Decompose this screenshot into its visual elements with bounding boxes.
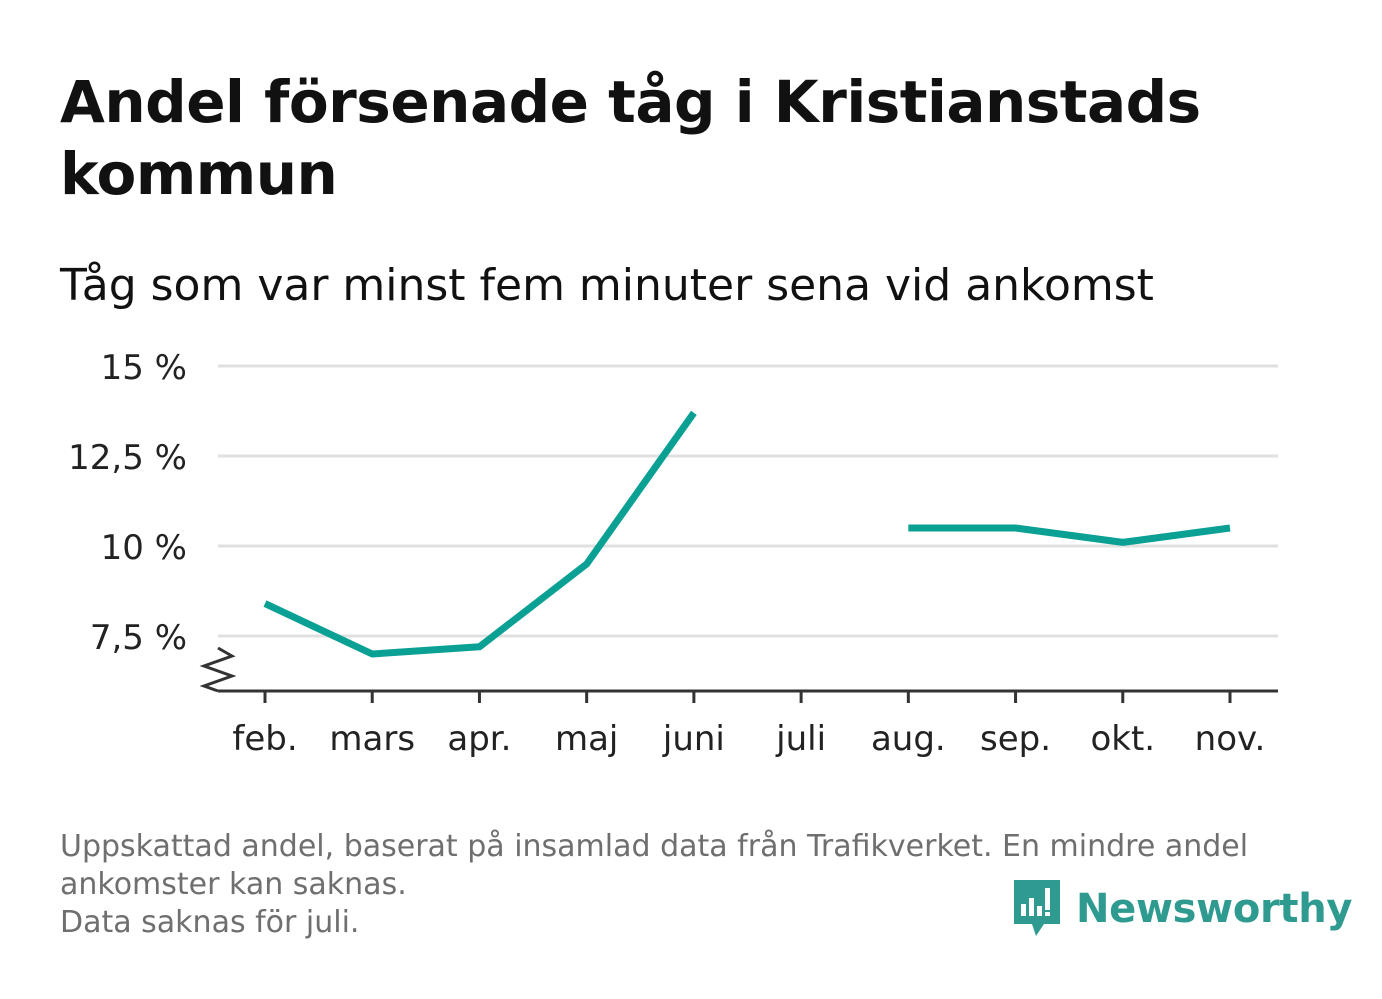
x-tick-label: sep. [980, 719, 1051, 759]
series-line [908, 524, 1231, 546]
series-lines [263, 410, 1231, 658]
brand-name: Newsworthy [1076, 886, 1353, 932]
x-tick-label: aug. [871, 719, 946, 759]
x-tick-label: juni [662, 719, 725, 759]
x-tick-label: mars [329, 719, 415, 759]
axis-break-icon [199, 646, 237, 693]
x-tick-label: apr. [447, 719, 511, 759]
y-tick-label: 12,5 % [68, 438, 187, 478]
y-tick-label: 7,5 % [90, 618, 187, 658]
footer-note-line: Uppskattad andel, baserat på insamlad da… [60, 829, 1249, 864]
x-tick-label: maj [555, 719, 618, 759]
chart-subtitle: Tåg som var minst fem minuter sena vid a… [60, 260, 1154, 311]
chart-title: Andel försenade tåg i Kristianstads komm… [60, 68, 1201, 208]
footer-note-line: Data saknas för juli. [60, 905, 360, 940]
gridlines [218, 364, 1278, 638]
newsworthy-logo-icon [1014, 880, 1060, 936]
y-axis-ticks: 7,5 % 10 % 12,5 % 15 % [68, 348, 187, 658]
x-tick-label: okt. [1090, 719, 1155, 759]
x-axis: feb. mars apr. maj juni juli aug. sep. okt. nov. [199, 646, 1278, 759]
y-tick-label: 15 % [101, 348, 187, 388]
footer-note: Uppskattad andel, baserat på insamlad da… [60, 828, 1310, 942]
series-line [263, 410, 697, 658]
brand-logo: Newsworthy [1012, 877, 1353, 941]
y-tick-label: 10 % [101, 528, 187, 568]
line-chart: 7,5 % 10 % 12,5 % 15 % feb. mars apr. maj juni j… [68, 348, 1278, 759]
x-tick-label: nov. [1195, 719, 1266, 759]
x-tick-label: juli [775, 719, 826, 759]
x-tick-label: feb. [232, 719, 297, 759]
footer-note-line: ankomster kan saknas. [60, 867, 407, 902]
